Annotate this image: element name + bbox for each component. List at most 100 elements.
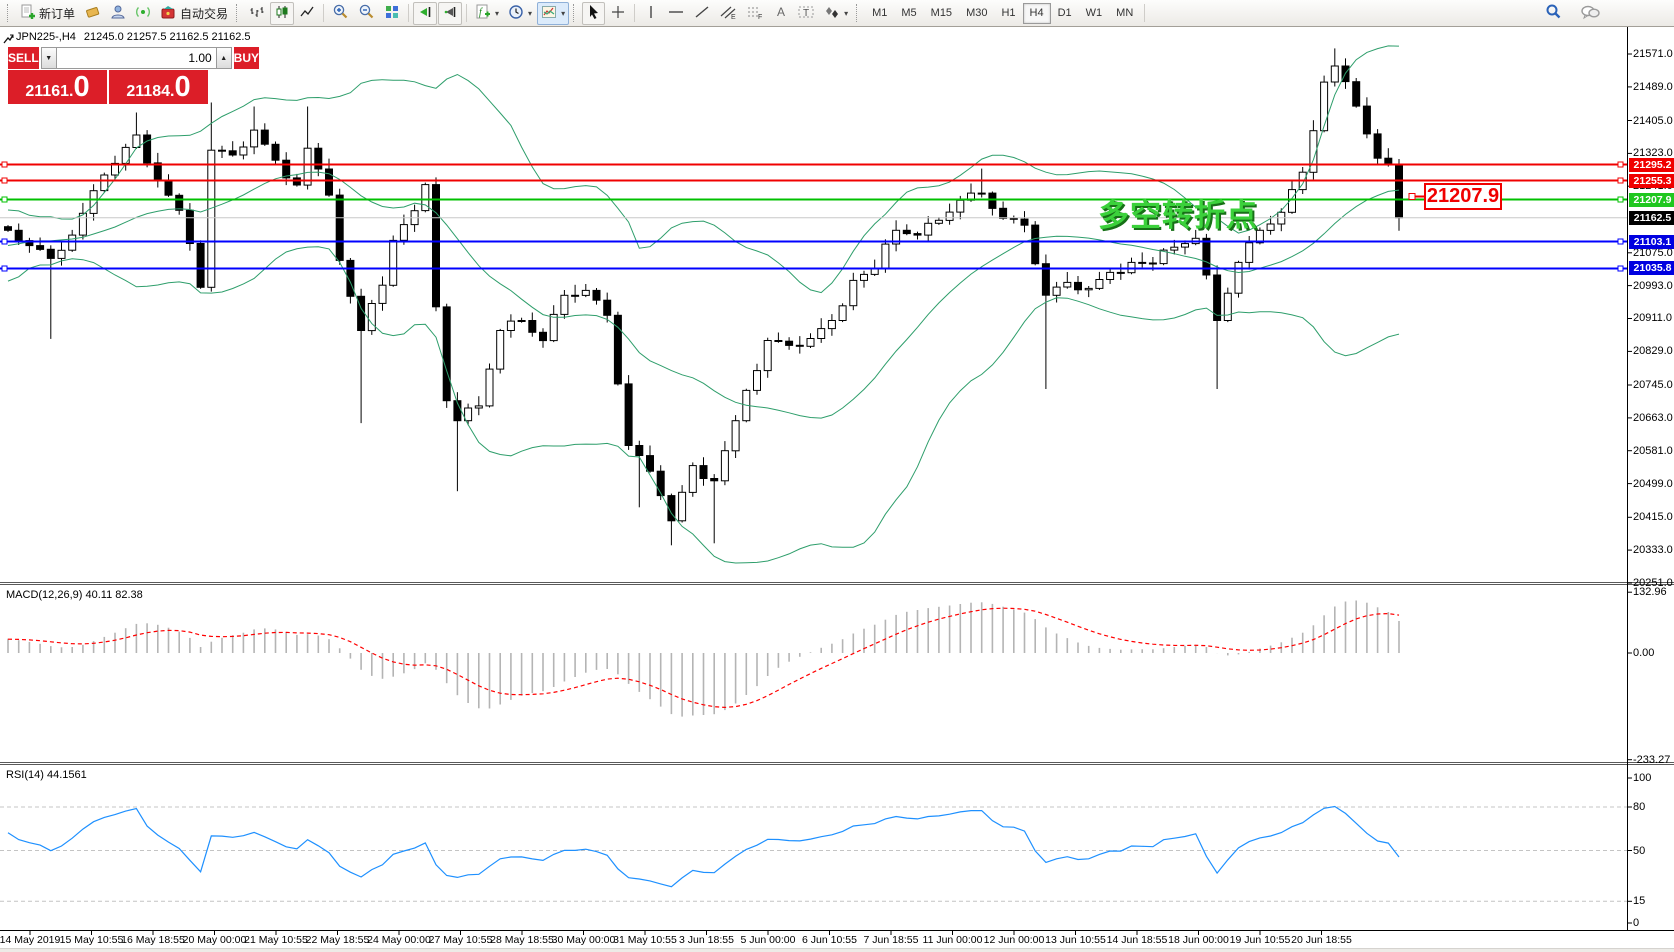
rsi-indicator-label: RSI(14) 44.1561	[6, 769, 87, 781]
timeframe-button-mn[interactable]: MN	[1116, 7, 1134, 19]
price-tick-label: 21571.0	[1633, 48, 1673, 60]
chat-button[interactable]	[1576, 2, 1604, 25]
tile-windows-button[interactable]	[380, 2, 404, 25]
periods-button[interactable]: ▾	[504, 2, 536, 25]
autotrading-button[interactable]: 自动交易	[156, 2, 232, 25]
zoom-out-button[interactable]	[354, 2, 379, 25]
rsi-tick-label: 15	[1633, 895, 1646, 908]
rsi-tick-label: 0	[1633, 917, 1640, 929]
price-tick-label: 20581.0	[1633, 444, 1673, 457]
eraser-button[interactable]	[80, 2, 105, 25]
price-line-badge: 21295.2	[1629, 157, 1674, 172]
fibonacci-button[interactable]: F	[742, 2, 768, 25]
timeframe-button-m1[interactable]: M1	[872, 7, 888, 19]
timeframe-button-m30[interactable]: M30	[966, 7, 988, 19]
indicators-button[interactable]: f ▾	[471, 2, 503, 25]
price-tick-label: 20499.0	[1633, 477, 1673, 490]
toolbar-grip[interactable]	[573, 4, 578, 22]
sell-price-main: 21161	[25, 83, 69, 100]
toolbar: 新订单 自动交易	[0, 0, 1674, 27]
candlestick-chart-button[interactable]	[270, 1, 295, 25]
crosshair-icon	[610, 4, 626, 23]
search-button[interactable]	[1541, 2, 1566, 25]
time-tick-label: 20 May 00:00	[182, 934, 247, 946]
zoom-out-icon	[358, 3, 375, 23]
toolbar-grip[interactable]	[856, 4, 861, 22]
chart-header: JPN225-,H4 21245.0 21257.5 21162.5 21162.…	[16, 31, 259, 43]
toolbar-separator	[408, 4, 410, 22]
price-callout-label[interactable]: 21207.9	[1424, 183, 1502, 210]
signal-button[interactable]	[131, 2, 155, 25]
chart-shift-button[interactable]	[438, 1, 463, 25]
timeframe-button-w1[interactable]: W1	[1085, 7, 1103, 19]
price-line-badge: 21162.5	[1629, 210, 1674, 225]
volume-input[interactable]	[56, 47, 216, 69]
line-chart-button[interactable]	[295, 2, 319, 25]
macd-panel[interactable]	[0, 586, 1627, 762]
time-tick-label: 12 Jun 00:00	[983, 934, 1045, 946]
volume-decrease-button[interactable]: ▼	[40, 47, 57, 69]
volume-stepper: ▼ ▲	[40, 47, 232, 69]
auto-scroll-button[interactable]	[413, 1, 438, 25]
channel-icon: E	[719, 4, 737, 23]
time-tick-label: 14 May 2019	[0, 934, 61, 946]
price-tick-label: 20415.0	[1633, 511, 1673, 524]
chart-symbol-icon	[3, 31, 15, 49]
timeframe-button-m5[interactable]: M5	[901, 7, 917, 19]
main-chart-panel[interactable]	[0, 27, 1627, 582]
macd-tick-label: 0.00	[1633, 647, 1655, 659]
arrows-button[interactable]: ▾	[820, 2, 852, 25]
cursor-button[interactable]	[582, 1, 606, 25]
price-tick-label: 21405.0	[1633, 114, 1673, 127]
crosshair-button[interactable]	[606, 2, 630, 25]
time-tick-label: 7 Jun 18:55	[863, 934, 919, 946]
profile-button[interactable]	[106, 2, 130, 25]
vertical-line-button[interactable]	[639, 2, 662, 25]
chart-symbol-period: JPN225-,H4	[16, 31, 76, 43]
timeframe-button-h1[interactable]: H1	[1001, 7, 1016, 19]
zoom-in-button[interactable]	[328, 2, 353, 25]
sell-price-display[interactable]: 21161. 0	[8, 70, 107, 104]
new-order-label: 新订单	[39, 6, 76, 21]
templates-button[interactable]: ▾	[537, 1, 570, 25]
sell-button[interactable]: SELL	[8, 47, 39, 69]
text-label-button[interactable]: T	[793, 2, 819, 25]
price-tick-label: 21075.0	[1633, 246, 1673, 259]
channel-button[interactable]: E	[715, 2, 741, 25]
bar-chart-button[interactable]	[245, 2, 269, 25]
price-tick-label: 20663.0	[1633, 411, 1673, 424]
time-tick-label: 30 May 00:00	[551, 934, 616, 946]
timeframe-button-d1[interactable]: D1	[1057, 7, 1072, 19]
buy-button[interactable]: BUY	[233, 47, 260, 69]
timeframe-button-m15[interactable]: M15	[930, 7, 953, 19]
time-tick-label: 14 Jun 18:55	[1106, 934, 1168, 946]
autotrading-icon	[160, 4, 177, 23]
price-tick-label: 20251.0	[1633, 576, 1673, 589]
zoom-in-icon	[332, 3, 349, 23]
svg-text:T: T	[803, 8, 809, 19]
timeframe-button-h4[interactable]: H4	[1022, 2, 1051, 24]
price-line-badge: 21207.9	[1629, 192, 1674, 207]
time-tick-label: 13 Jun 10:55	[1045, 934, 1106, 946]
text-label-icon: T	[797, 4, 815, 23]
new-order-button[interactable]: 新订单	[16, 2, 79, 25]
horizontal-line-icon	[667, 4, 685, 23]
time-tick-label: 11 Jun 00:00	[922, 934, 983, 946]
svg-text:f: f	[479, 7, 483, 18]
rsi-panel[interactable]	[0, 766, 1627, 930]
text-icon: A	[774, 4, 788, 23]
text-button[interactable]: A	[769, 2, 792, 25]
volume-increase-button[interactable]: ▲	[215, 47, 232, 69]
toolbar-grip[interactable]	[236, 4, 241, 22]
svg-text:E: E	[731, 14, 736, 20]
new-order-icon	[20, 4, 36, 23]
buy-price-main: 21184	[126, 83, 170, 100]
chart-text-annotation[interactable]: 多空转折点	[1098, 198, 1258, 233]
buy-price-display[interactable]: 21184. 0	[109, 70, 208, 104]
macd-signal-value: 82.38	[115, 589, 143, 601]
trendline-button[interactable]	[690, 2, 714, 25]
toolbar-grip[interactable]	[7, 4, 12, 22]
time-tick-label: 15 May 10:55	[59, 934, 124, 946]
macd-tick-label: 132.96	[1633, 586, 1667, 599]
horizontal-line-button[interactable]	[663, 2, 689, 25]
